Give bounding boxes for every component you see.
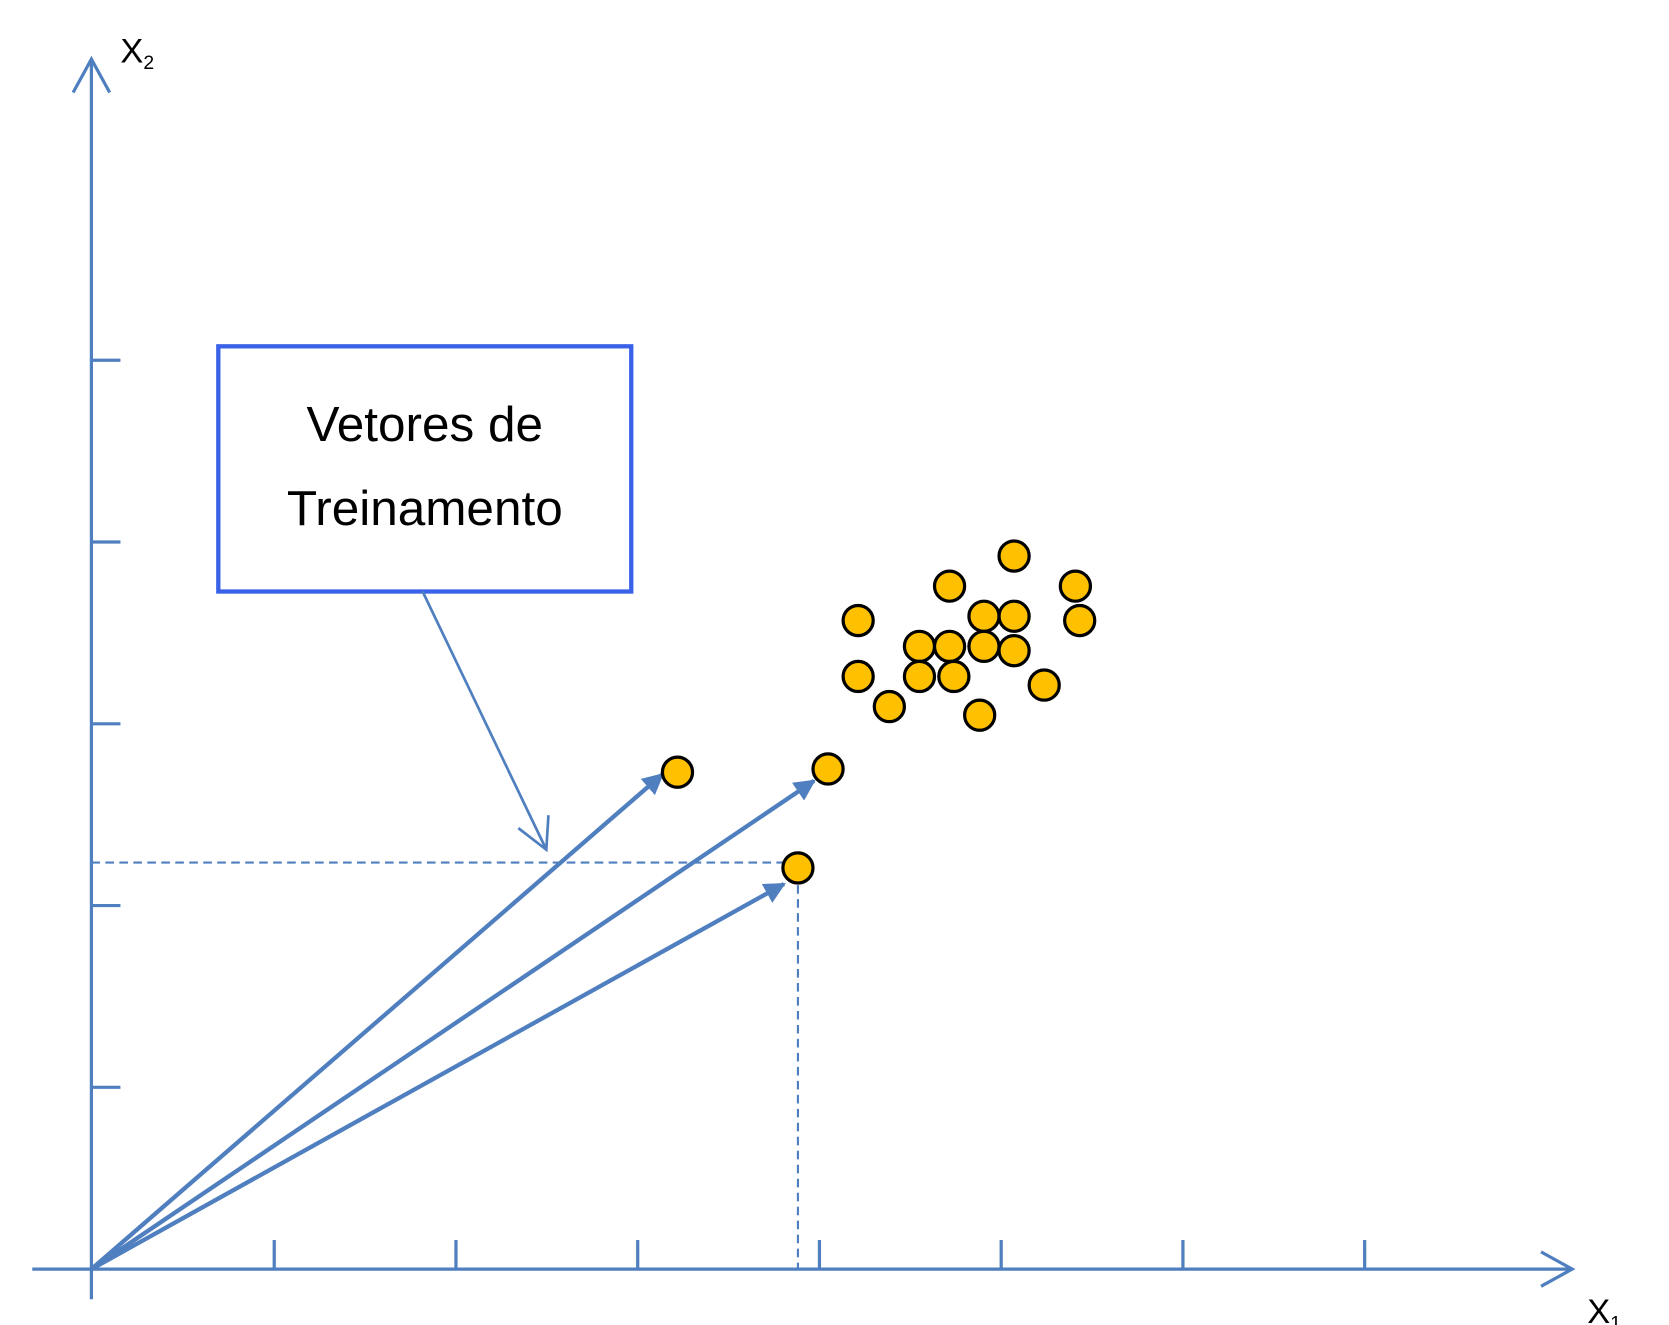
x-ticks [272,1240,1367,1270]
callout-text: Treinamento [287,481,563,536]
points [660,539,1097,885]
callout-arrowhead [517,815,550,853]
y-arrowhead [71,55,112,94]
vector [89,772,665,1271]
vector [90,779,816,1271]
x-axis-label: X1 [1587,1293,1621,1325]
callout-text: Vetores de [307,397,544,452]
y-axis-label: X2 [120,32,154,73]
vector [90,882,786,1271]
callout-pointer [421,590,548,851]
y-ticks [91,358,121,1089]
callout-box [216,344,634,594]
x-arrowhead [1540,1250,1576,1288]
